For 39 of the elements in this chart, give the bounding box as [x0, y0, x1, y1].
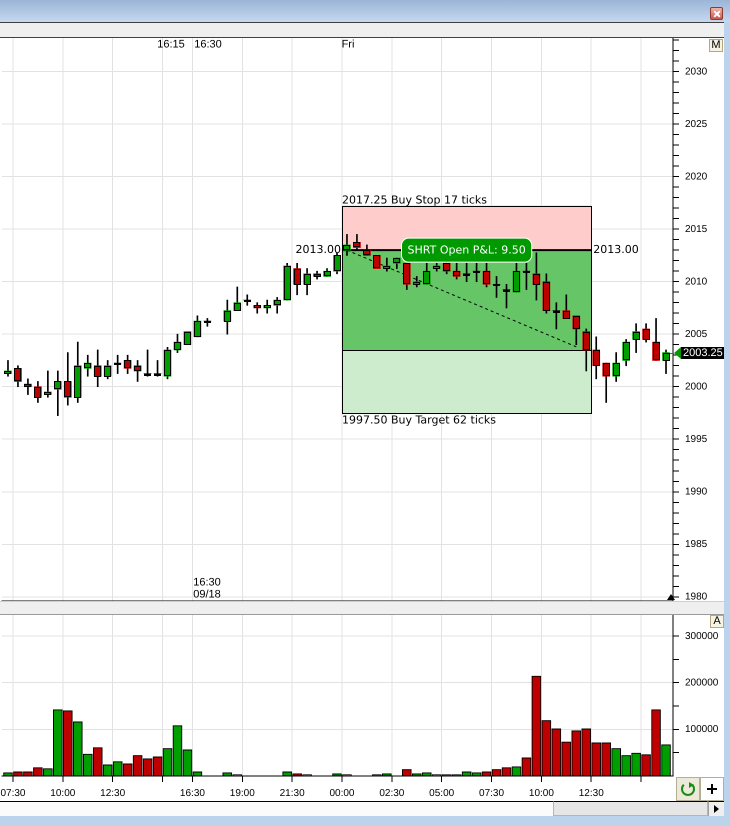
annotation: 2003.25 — [681, 347, 724, 359]
y-tick-label: 2015 — [685, 224, 708, 235]
x-tick-label: 10:00 — [528, 788, 554, 799]
annotation: 2013.00 — [593, 243, 639, 256]
x-tick-label: 21:30 — [280, 788, 306, 799]
x-tick-label: 19:00 — [230, 788, 256, 799]
y-tick-label: 1980 — [685, 592, 708, 603]
y-tick-label: 2000 — [685, 381, 708, 392]
annotation: 16:30 — [194, 38, 222, 52]
annotation: 2013.00 — [295, 243, 341, 256]
y-tick-label: 1985 — [685, 539, 708, 550]
y-tick-label: 1995 — [685, 434, 708, 445]
x-tick-label: 00:00 — [329, 788, 355, 799]
band-label: 1997.50 Buy Target 62 ticks — [342, 413, 496, 426]
y-tick-label: 300000 — [685, 630, 719, 642]
y-tick-label: 2005 — [685, 328, 708, 340]
y-tick-label: 2025 — [685, 118, 708, 130]
annotation: SHRT Open P&L: 9.50 — [408, 244, 526, 257]
x-tick-label: 16:30 — [180, 788, 206, 799]
x-tick-label: 12:30 — [578, 788, 604, 799]
y-tick-label: 1990 — [685, 486, 708, 498]
annotation: Fri — [342, 38, 354, 52]
y-tick-label: 2010 — [685, 276, 708, 288]
x-tick-label: 10:00 — [50, 788, 76, 799]
y-tick-label: 2020 — [685, 171, 708, 182]
button: M — [709, 39, 723, 52]
x-tick-label: 07:30 — [0, 788, 26, 799]
annotation: 09/18 — [193, 588, 221, 602]
y-tick-label: 200000 — [685, 677, 719, 688]
button: A — [710, 615, 724, 628]
x-tick-label: 05:00 — [429, 788, 455, 799]
y-tick-label: 100000 — [685, 724, 719, 736]
x-tick-label: 12:30 — [100, 788, 126, 799]
annotation: 16:15 — [157, 38, 185, 52]
x-tick-label: 02:30 — [379, 788, 405, 799]
annotation: 16:30 — [193, 576, 221, 590]
band-label: 2017.25 Buy Stop 17 ticks — [342, 194, 488, 207]
y-tick-label: 2030 — [685, 66, 708, 78]
x-tick-label: 07:30 — [479, 788, 504, 799]
